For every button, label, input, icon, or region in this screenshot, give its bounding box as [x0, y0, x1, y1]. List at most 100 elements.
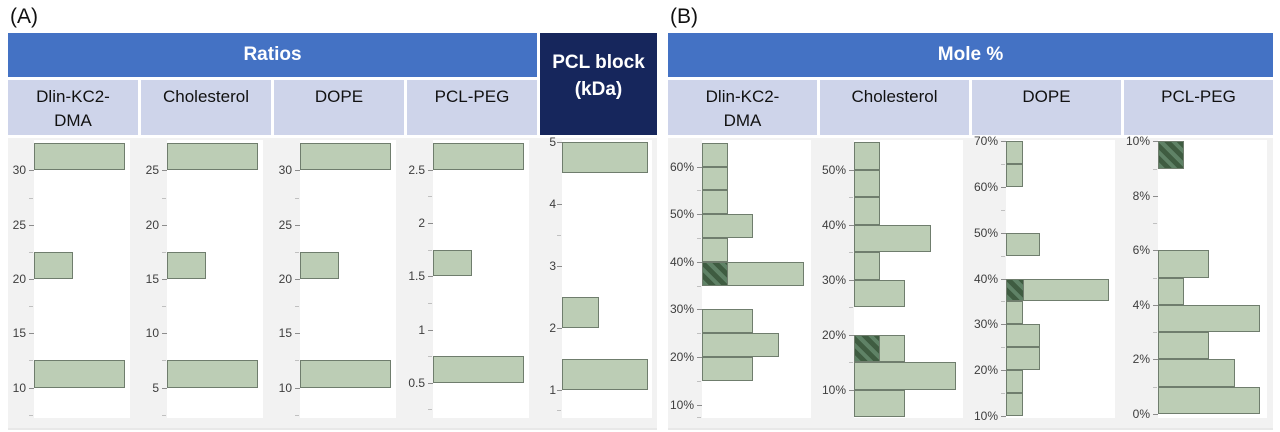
histogram-bar — [702, 357, 754, 381]
histogram-bar — [1006, 232, 1041, 256]
column-header-cholesterol: Cholesterol — [141, 80, 271, 135]
axis-tick-label: 40% — [973, 271, 998, 286]
panel-b-header-table: Mole % Dlin-KC2-DMA Cholesterol DOPE PCL… — [668, 33, 1273, 135]
axis-major-tick — [428, 329, 433, 331]
axis-major-tick — [697, 214, 702, 216]
axis-major-tick — [428, 276, 433, 278]
y-axis: 10% 20% 30% 40% 50% 60% 70% — [972, 134, 1006, 423]
histogram-bar — [1158, 277, 1184, 305]
axis-major-tick — [1153, 304, 1158, 306]
y-axis: 1 2 3 4 5 — [540, 135, 562, 418]
histogram-bar — [433, 143, 525, 170]
axis-tick-label: 10 — [278, 380, 292, 395]
axis-minor-tick — [1153, 168, 1157, 170]
axis-tick-label: 70% — [973, 134, 998, 149]
histogram-bar — [702, 142, 728, 167]
axis-tick-label: 25 — [12, 217, 26, 232]
axis-tick-label: 30% — [669, 302, 694, 317]
panel-a-charts: 10 15 20 25 30 5 10 15 20 25 10 15 20 25 30 0.5 1 1.5 2… — [8, 135, 657, 430]
axis-major-tick — [1153, 359, 1158, 361]
axis-major-tick — [557, 390, 562, 392]
axis-tick-label: 2% — [1132, 352, 1150, 367]
column-header-dlin-kc2-dma: Dlin-KC2-DMA — [8, 80, 138, 135]
histogram-bar — [34, 143, 126, 171]
histogram-bar — [1006, 324, 1041, 348]
axis-tick-label: 0.5 — [408, 375, 425, 390]
axis-major-tick — [295, 170, 300, 172]
histogram-bar — [167, 251, 207, 279]
axis-minor-tick — [849, 197, 853, 199]
axis-tick-label: 30 — [278, 163, 292, 178]
axis-minor-tick — [697, 190, 701, 192]
histogram-bar — [854, 389, 906, 418]
histogram-bar — [1158, 250, 1210, 278]
plot-area — [167, 140, 263, 418]
histogram-bar — [34, 251, 74, 279]
plot-area — [300, 140, 396, 418]
plot-area — [854, 140, 963, 418]
axis-tick-label: 50% — [821, 162, 846, 177]
axis-tick-label: 15 — [278, 326, 292, 341]
axis-tick-label: 20 — [12, 272, 26, 286]
histogram-mole-pcl-peg: 0% 2% 4% 6% 8% 10% — [1124, 134, 1273, 428]
axis-major-tick — [697, 404, 702, 406]
axis-major-tick — [29, 170, 34, 172]
axis-tick-label: 60% — [973, 180, 998, 195]
axis-minor-tick — [697, 380, 701, 382]
column-header-pcl-peg: PCL-PEG — [407, 80, 537, 135]
histogram-bar — [300, 360, 392, 388]
axis-major-tick — [557, 328, 562, 330]
axis-minor-tick — [1153, 277, 1157, 279]
histogram-bar — [433, 356, 525, 383]
histogram-bar — [1006, 369, 1024, 393]
y-axis: 0.5 1 1.5 2 2.5 — [407, 140, 433, 418]
axis-major-tick — [849, 334, 854, 336]
histogram-bar — [562, 141, 648, 173]
histogram-bar — [702, 261, 805, 286]
axis-minor-tick — [295, 251, 299, 253]
histogram-bar — [854, 362, 957, 390]
axis-minor-tick — [295, 414, 299, 416]
axis-minor-tick — [849, 307, 853, 309]
panel-b-charts: 10% 20% 30% 40% 50% 60% 10% 20% 30% 40% 50% 10% 20… — [668, 134, 1273, 430]
axis-tick-label: 10 — [12, 380, 26, 395]
axis-major-tick — [162, 387, 167, 389]
plot-area — [433, 140, 529, 418]
axis-tick-label: 10% — [1125, 134, 1150, 149]
pcl-block-header: PCL block (kDa) — [540, 33, 657, 135]
axis-minor-tick — [295, 197, 299, 199]
axis-minor-tick — [29, 251, 33, 253]
axis-major-tick — [295, 279, 300, 280]
axis-tick-label: 25 — [145, 163, 159, 178]
axis-minor-tick — [1153, 332, 1157, 334]
axis-major-tick — [697, 309, 702, 311]
axis-major-tick — [1153, 141, 1158, 143]
panel-a-label: (A) — [10, 5, 38, 28]
panel-a-header-table: Ratios PCL block (kDa) Dlin-KC2-DMA Chol… — [8, 33, 657, 135]
histogram-bar — [167, 143, 259, 171]
axis-tick-label: 30% — [973, 317, 998, 332]
axis-tick-label: 5 — [549, 134, 556, 149]
histogram-bar — [1006, 141, 1024, 165]
histogram-bar — [1158, 359, 1235, 387]
axis-major-tick — [162, 333, 167, 335]
hatched-segment — [1007, 279, 1024, 301]
column-header-pcl-peg: PCL-PEG — [1124, 80, 1273, 135]
histogram-bar — [854, 197, 880, 225]
axis-minor-tick — [162, 414, 166, 416]
plot-area — [702, 140, 811, 418]
panel-b: (B) Mole % Dlin-KC2-DMA Cholesterol DOPE… — [668, 4, 1273, 430]
axis-tick-label: 1 — [418, 322, 425, 337]
axis-tick-label: 4% — [1132, 297, 1150, 312]
plot-area — [1006, 140, 1115, 418]
axis-minor-tick — [428, 356, 432, 358]
y-axis: 10 15 20 25 30 — [8, 140, 34, 418]
axis-major-tick — [557, 203, 562, 205]
axis-major-tick — [295, 333, 300, 335]
histogram-bar — [1006, 278, 1110, 302]
axis-tick-label: 1 — [549, 383, 556, 398]
y-axis: 10% 20% 30% 40% 50% 60% — [668, 140, 702, 418]
axis-tick-label: 40% — [669, 254, 694, 269]
axis-minor-tick — [428, 249, 432, 251]
